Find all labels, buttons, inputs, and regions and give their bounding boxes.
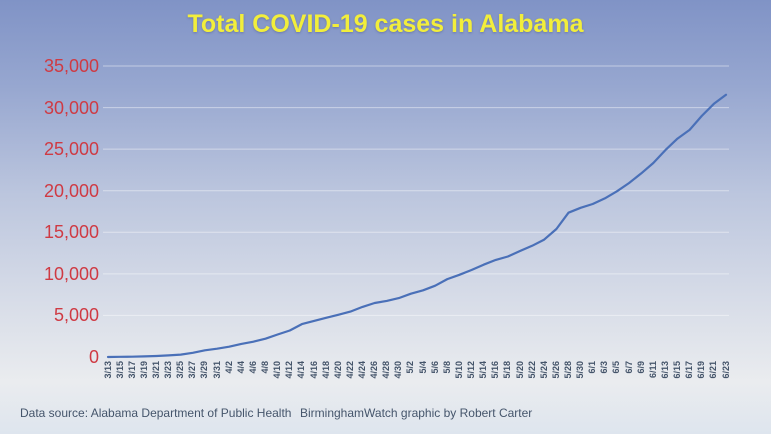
x-axis-label: 6/19 bbox=[696, 361, 707, 379]
x-axis-label: 4/16 bbox=[308, 361, 319, 379]
x-axis-label: 4/14 bbox=[296, 361, 307, 379]
y-axis-label: 25,000 bbox=[43, 139, 99, 160]
x-axis-label: 6/9 bbox=[635, 361, 646, 374]
x-axis-label: 5/4 bbox=[417, 361, 428, 374]
x-axis-label: 5/30 bbox=[575, 361, 586, 379]
x-axis-label: 6/15 bbox=[672, 361, 683, 379]
x-axis-label: 5/20 bbox=[514, 361, 525, 379]
x-axis-label: 6/11 bbox=[647, 361, 658, 379]
x-axis-label: 3/19 bbox=[138, 361, 149, 379]
x-axis-label: 3/29 bbox=[199, 361, 210, 379]
y-axis-label: 35,000 bbox=[43, 56, 99, 76]
x-axis-label: 4/10 bbox=[272, 361, 283, 379]
x-axis-label: 3/21 bbox=[150, 361, 161, 379]
x-axis-label: 3/23 bbox=[163, 361, 174, 379]
y-axis-label: 10,000 bbox=[43, 263, 99, 284]
x-axis-label: 4/20 bbox=[332, 361, 343, 379]
x-axis-label: 4/8 bbox=[260, 361, 271, 374]
x-axis-label: 5/12 bbox=[466, 361, 477, 379]
x-axis-label: 4/6 bbox=[247, 361, 258, 374]
y-axis-label: 0 bbox=[88, 347, 99, 367]
x-axis-label: 3/25 bbox=[175, 361, 186, 379]
x-axis-label: 5/8 bbox=[441, 361, 452, 374]
x-axis-label: 4/28 bbox=[381, 361, 392, 379]
x-axis-label: 6/1 bbox=[587, 361, 598, 374]
cases-line-series bbox=[106, 93, 728, 359]
x-axis-label: 6/17 bbox=[684, 361, 695, 379]
x-axis-label: 4/24 bbox=[356, 361, 367, 379]
x-axis-label: 6/7 bbox=[623, 361, 634, 374]
x-axis-label: 4/18 bbox=[320, 361, 331, 379]
y-axis-label: 20,000 bbox=[43, 180, 99, 201]
x-axis-label: 3/17 bbox=[126, 361, 137, 379]
x-axis-label: 5/26 bbox=[550, 361, 561, 379]
x-axis-label: 3/15 bbox=[114, 361, 125, 379]
x-axis-label: 6/21 bbox=[708, 361, 719, 379]
x-axis-label: 3/31 bbox=[211, 361, 222, 379]
x-axis-label: 4/4 bbox=[235, 361, 246, 374]
x-axis-label: 4/2 bbox=[223, 361, 234, 374]
x-axis-label: 3/27 bbox=[187, 361, 198, 379]
x-axis-label: 4/30 bbox=[393, 361, 404, 379]
x-axis-label: 6/23 bbox=[720, 361, 731, 379]
x-axis-label: 5/14 bbox=[478, 361, 489, 379]
x-axis-label: 6/3 bbox=[599, 361, 610, 374]
x-axis-label: 5/28 bbox=[562, 361, 573, 379]
cases-line bbox=[106, 93, 728, 359]
x-axis-label: 4/22 bbox=[344, 361, 355, 379]
data-source-note: Data source: Alabama Department of Publi… bbox=[20, 406, 292, 420]
x-axis-label: 5/18 bbox=[502, 361, 513, 379]
chart-title: Total COVID-19 cases in Alabama bbox=[187, 10, 584, 38]
credit-note: BirminghamWatch graphic by Robert Carter bbox=[300, 406, 533, 420]
x-axis-label: 5/10 bbox=[453, 361, 464, 379]
y-axis-label: 15,000 bbox=[43, 222, 99, 243]
x-axis-label: 5/6 bbox=[429, 361, 440, 374]
x-axis-label: 3/13 bbox=[102, 361, 113, 379]
horizontal-gridlines bbox=[103, 65, 729, 316]
x-axis-label: 6/5 bbox=[611, 361, 622, 374]
x-axis-label: 5/2 bbox=[405, 361, 416, 374]
y-axis-label: 30,000 bbox=[43, 97, 99, 118]
y-axis-label: 5,000 bbox=[53, 305, 99, 326]
x-axis-label: 5/24 bbox=[538, 361, 549, 379]
x-axis-label: 5/22 bbox=[526, 361, 537, 379]
x-axis-label: 4/12 bbox=[284, 361, 295, 379]
x-axis-label: 4/26 bbox=[369, 361, 380, 379]
x-axis-label: 6/13 bbox=[659, 361, 670, 379]
x-axis-label: 5/16 bbox=[490, 361, 501, 379]
